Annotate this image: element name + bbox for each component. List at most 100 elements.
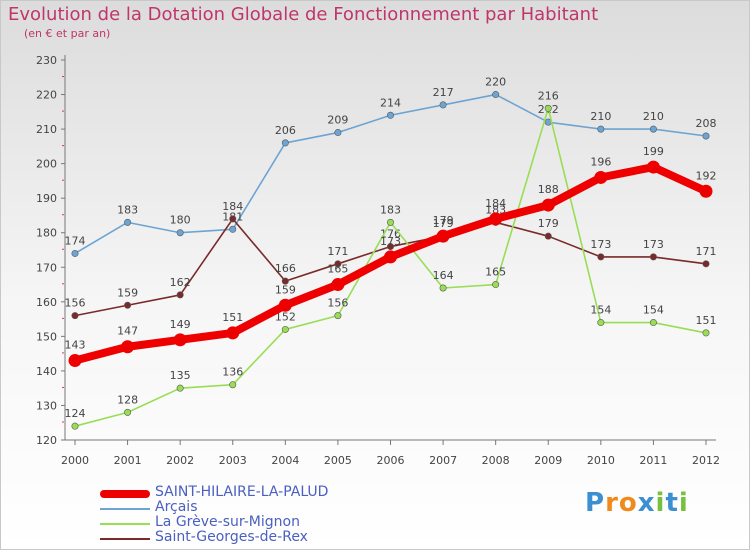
data-point [229,225,237,233]
data-label: 162 [170,276,191,289]
data-label: 188 [538,183,559,196]
logo-letter: P [585,488,606,518]
data-label: 159 [117,286,138,299]
x-tick-label: 2002 [166,454,194,467]
data-label: 179 [433,217,454,230]
data-point [544,104,552,112]
legend-label: La Grève-sur-Mignon [155,514,300,530]
logo-letter: o [618,488,638,518]
data-label: 156 [65,297,86,310]
y-tick-label: 180 [36,227,57,240]
data-point [124,301,132,309]
data-label: 159 [275,283,296,296]
data-point [71,312,79,320]
data-label: 147 [117,325,138,338]
data-point [702,329,710,337]
logo-letter: x [637,488,656,518]
data-label: 128 [117,393,138,406]
data-label: 184 [485,197,506,210]
y-tick-label: 230 [36,54,57,67]
data-label: 210 [643,110,664,123]
data-point [439,101,447,109]
data-label: 220 [485,76,506,89]
data-point [226,326,240,340]
data-label: 179 [538,217,559,230]
data-label: 173 [643,238,664,251]
data-label: 192 [696,169,717,182]
data-point [649,319,657,327]
legend-swatch [100,508,150,510]
data-point [71,422,79,430]
data-label: 154 [643,304,664,317]
data-point [702,260,710,268]
data-point [492,91,500,99]
logo-letter: i [678,488,689,518]
data-point [489,212,503,226]
x-tick-label: 2012 [692,454,720,467]
data-label: 174 [65,234,86,247]
data-point [492,281,500,289]
x-tick-label: 2001 [114,454,142,467]
x-tick-label: 2010 [587,454,615,467]
y-tick-label: 140 [36,365,57,378]
data-label: 209 [327,114,348,127]
data-label: 183 [117,203,138,216]
data-point [649,253,657,261]
data-point [229,215,237,223]
data-label: 154 [590,304,611,317]
data-point [646,160,660,174]
data-label: 149 [170,318,191,331]
data-point [597,253,605,261]
logo-letter: r [605,488,619,518]
data-label: 216 [538,89,559,102]
y-tick-label: 170 [36,261,57,274]
data-label: 156 [327,297,348,310]
data-label: 199 [643,145,664,158]
data-point [436,229,450,243]
data-label: 151 [222,311,243,324]
data-point [439,284,447,292]
series-line [71,163,710,365]
data-label: 165 [485,266,506,279]
y-tick-label: 120 [36,434,57,447]
data-point [173,333,187,347]
y-tick-label: 160 [36,296,57,309]
y-tick-label: 220 [36,89,57,102]
data-point [594,170,608,184]
data-point [281,139,289,147]
data-label: 183 [485,203,506,216]
data-label: 136 [222,366,243,379]
data-point [278,298,292,312]
data-point [68,354,82,368]
x-tick-label: 2007 [429,454,457,467]
legend-label: SAINT-HILAIRE-LA-PALUD [155,484,329,500]
y-tick-label: 190 [36,192,57,205]
data-point [702,132,710,140]
legend-label: Saint-Georges-de-Rex [155,529,308,545]
data-label: 171 [696,245,717,258]
data-point [699,184,713,198]
legend-swatch [100,523,150,525]
data-label: 196 [590,155,611,168]
y-tick-label: 200 [36,158,57,171]
data-point [331,278,345,292]
data-label: 214 [380,96,401,109]
data-point [544,232,552,240]
legend-swatch [100,538,150,540]
chart-subtitle: (en € et par an) [24,27,111,40]
data-point [386,218,394,226]
data-label: 184 [222,200,243,213]
data-point [386,243,394,251]
y-tick-label: 150 [36,330,57,343]
data-label: 173 [590,238,611,251]
data-point [334,312,342,320]
data-label: 124 [65,407,86,420]
data-label: 166 [275,262,296,275]
logo-letter: i [655,488,666,518]
data-point [176,229,184,237]
data-label: 151 [696,314,717,327]
x-tick-label: 2000 [61,454,89,467]
x-tick-label: 2006 [377,454,405,467]
x-tick-label: 2011 [639,454,667,467]
legend-swatch [100,490,150,498]
